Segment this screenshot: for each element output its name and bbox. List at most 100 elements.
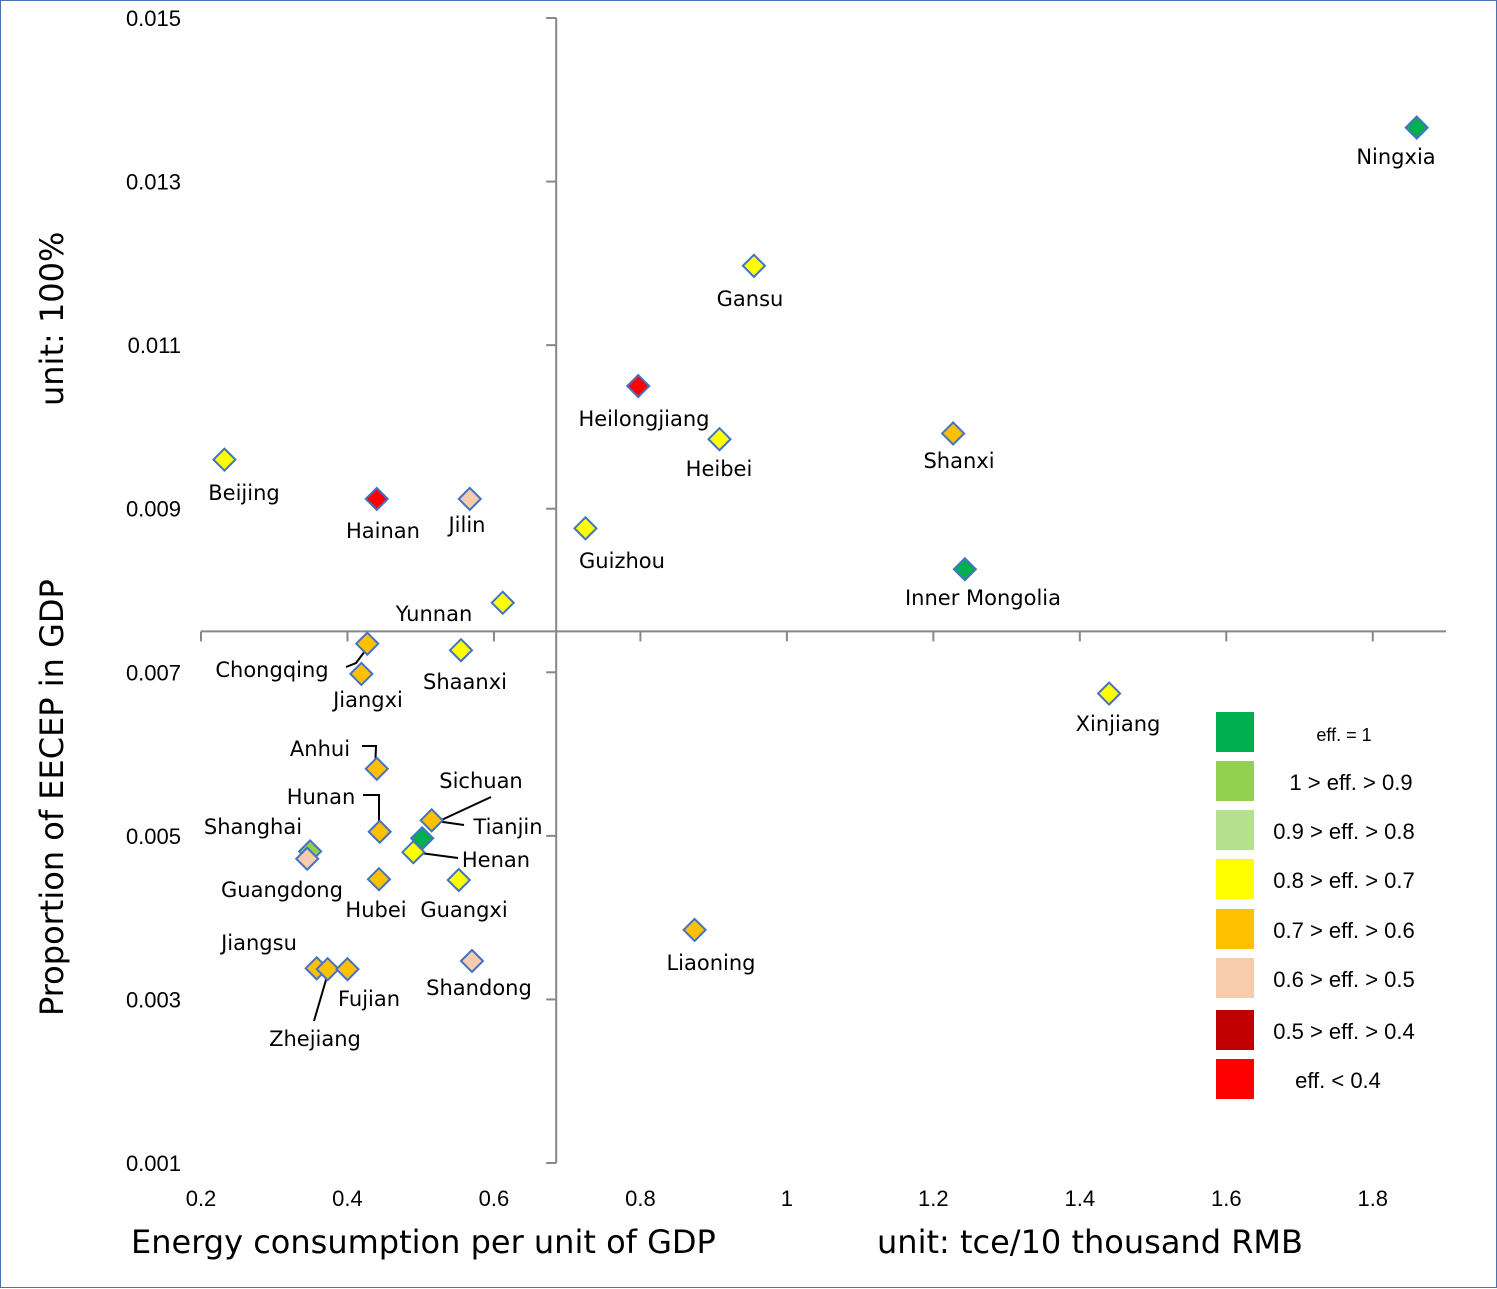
label-fujian: Fujian: [338, 987, 400, 1011]
point-anhui: [364, 756, 390, 782]
x-axis-unit: unit: tce/10 thousand RMB: [877, 1223, 1303, 1261]
label-hainan: Hainan: [346, 519, 420, 543]
point-labels: Ningxia Gansu Heilongjiang Heibei Shanxi Beij…: [204, 145, 1436, 1051]
legend-label-c5: 0.7 > eff. > 0.6: [1273, 918, 1415, 943]
y-tick-label: 0.009: [126, 497, 181, 522]
label-guangxi: Guangxi: [420, 898, 507, 922]
label-jilin: Jilin: [446, 513, 485, 537]
label-guizhou: Guizhou: [579, 549, 665, 573]
label-shaanxi: Shaanxi: [423, 670, 507, 694]
point-yunnan: [490, 590, 516, 616]
label-chongqing: Chongqing: [215, 658, 328, 682]
label-heibei: Heibei: [686, 457, 753, 481]
point-hunan: [367, 819, 393, 845]
legend-label-c1: eff. = 1: [1316, 725, 1371, 745]
axes: 0.2 0.4 0.6 0.8 1 1.2 1.4 1.6 1.8 0.0150.0130.01…: [126, 6, 1446, 1211]
x-tick-label: 0.8: [625, 1186, 656, 1211]
label-shandong: Shandong: [426, 976, 532, 1000]
leader-line: [434, 796, 492, 824]
legend-label-c4: 0.8 > eff. > 0.7: [1273, 868, 1415, 893]
legend-swatch-c1: [1216, 712, 1254, 752]
label-hubei: Hubei: [345, 898, 406, 922]
point-ningxia: [1404, 115, 1430, 141]
leader-line: [313, 972, 329, 1022]
label-henan: Henan: [462, 848, 530, 872]
point-heibei: [707, 426, 732, 452]
legend-label-c6: 0.6 > eff. > 0.5: [1273, 967, 1415, 992]
point-liaoning: [682, 917, 708, 943]
point-henan: [400, 839, 426, 865]
x-axis-title: Energy consumption per unit of GDP: [131, 1223, 716, 1261]
point-hainan: [364, 486, 390, 512]
legend-label-c7: 0.5 > eff. > 0.4: [1273, 1019, 1415, 1044]
x-tick-label: 0.4: [332, 1186, 363, 1211]
y-axis-title: Proportion of EECEP in GDP: [33, 579, 71, 1016]
point-xinjiang: [1096, 681, 1122, 706]
point-chongqing: [354, 631, 380, 657]
x-tick-label: 1.2: [918, 1186, 949, 1211]
x-tick-label: 0.6: [479, 1186, 510, 1211]
label-gansu: Gansu: [717, 287, 784, 311]
y-tick-label: 0.005: [126, 824, 181, 849]
legend-swatch-c7: [1216, 1010, 1254, 1050]
legend: eff. = 1 1 > eff. > 0.9 0.9 > eff. > 0.8 0.…: [1216, 712, 1415, 1099]
point-zhejiang: [315, 956, 341, 982]
point-jiangxi: [348, 661, 374, 687]
point-inner-mongolia: [952, 556, 978, 582]
y-tick-label: 0.011: [128, 333, 181, 358]
x-tick-label: 1.6: [1211, 1186, 1242, 1211]
point-jilin: [457, 486, 483, 512]
point-guangdong: [294, 846, 320, 872]
y-tick-label: 0.015: [126, 6, 181, 31]
y-ticks: 0.015 0.013 0.011 0.009 0.007 0.005 0.003 0.001: [126, 6, 557, 1176]
point-hubei: [366, 866, 392, 892]
point-fujian: [335, 956, 360, 982]
label-zhejiang: Zhejiang: [269, 1027, 361, 1051]
point-beijing: [212, 447, 237, 473]
label-guangdong: Guangdong: [221, 878, 343, 902]
data-points: [212, 115, 1430, 982]
x-tick-label: 1: [781, 1186, 793, 1211]
label-tianjin: Tianjin: [472, 815, 542, 839]
y-tick-label: 0.003: [126, 987, 181, 1012]
label-ningxia: Ningxia: [1356, 145, 1435, 169]
legend-swatch-c3: [1216, 810, 1254, 850]
label-liaoning: Liaoning: [666, 951, 755, 975]
point-guizhou: [573, 515, 598, 541]
legend-label-c8: eff. < 0.4: [1295, 1068, 1381, 1093]
legend-swatch-c6: [1216, 958, 1254, 998]
label-yunnan: Yunnan: [395, 602, 473, 626]
label-anhui: Anhui: [290, 737, 350, 761]
x-ticks: 0.2 0.4 0.6 0.8 1 1.2 1.4 1.6 1.8: [186, 631, 1388, 1211]
label-shanghai: Shanghai: [204, 815, 302, 839]
point-shaanxi: [448, 637, 474, 663]
x-tick-label: 1.4: [1065, 1186, 1096, 1211]
point-heilongjiang: [625, 373, 651, 399]
label-beijing: Beijing: [208, 481, 279, 505]
legend-label-c3: 0.9 > eff. > 0.8: [1273, 819, 1415, 844]
x-tick-label: 1.8: [1357, 1186, 1388, 1211]
y-tick-label: 0.001: [126, 1151, 181, 1176]
point-sichuan: [419, 807, 445, 833]
y-axis-unit: unit: 100%: [33, 232, 71, 406]
x-tick-label: 0.2: [186, 1186, 217, 1211]
label-jiangxi: Jiangxi: [331, 688, 403, 712]
legend-swatch-c5: [1216, 909, 1254, 949]
label-shanxi: Shanxi: [923, 449, 994, 473]
point-gansu: [741, 253, 767, 279]
legend-swatch-c2: [1216, 761, 1254, 801]
point-shandong: [459, 948, 485, 974]
y-tick-label: 0.007: [126, 660, 181, 685]
label-xinjiang: Xinjiang: [1076, 712, 1161, 736]
legend-swatch-c4: [1216, 859, 1254, 899]
legend-label-c2: 1 > eff. > 0.9: [1289, 770, 1412, 795]
label-sichuan: Sichuan: [439, 769, 523, 793]
legend-swatch-c8: [1216, 1059, 1254, 1099]
label-heilongjiang: Heilongjiang: [578, 407, 709, 431]
point-shanxi: [940, 421, 966, 446]
label-jiangsu: Jiangsu: [219, 931, 297, 955]
label-inner-mongolia: Inner Mongolia: [905, 586, 1061, 610]
point-guangxi: [446, 867, 472, 893]
